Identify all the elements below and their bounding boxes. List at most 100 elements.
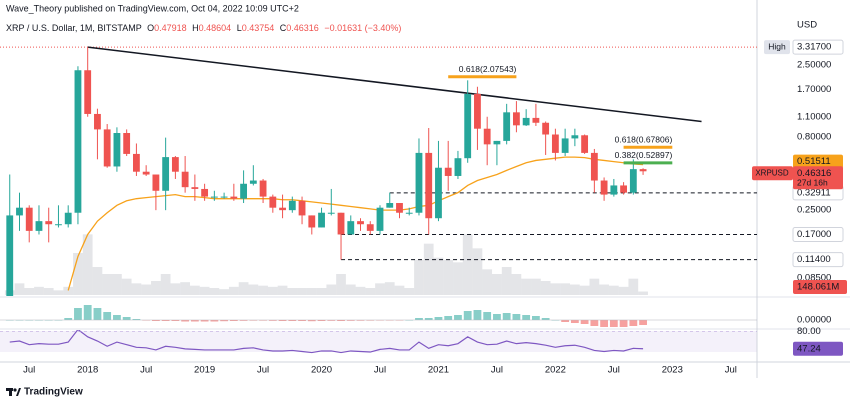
x-tick-label: 2022: [545, 365, 566, 376]
last-price-label: 0.46316: [797, 168, 831, 179]
volume-bar: [306, 288, 317, 295]
volume-bar: [316, 288, 327, 295]
volume-bar: [365, 288, 376, 295]
x-tick-label: Jul: [257, 365, 269, 376]
candle-body: [74, 70, 82, 213]
candle-body: [357, 221, 364, 225]
macd-bar: [454, 315, 462, 320]
candle-body: [45, 221, 53, 225]
x-tick-label: Jul: [374, 365, 386, 376]
x-tick-label: 2020: [311, 365, 332, 376]
volume-bar: [141, 284, 152, 295]
volume-bar: [423, 243, 434, 295]
volume-bar: [228, 286, 239, 295]
volume-bar: [170, 283, 181, 295]
candle-body: [152, 174, 160, 191]
candle-body: [259, 180, 267, 197]
volume-bar: [608, 285, 619, 295]
candle-body: [288, 200, 296, 211]
rsi-tick-label: 80.00: [797, 326, 821, 337]
volume-bar: [121, 278, 132, 295]
trendline: [87, 46, 702, 123]
volume-bar: [579, 285, 590, 295]
macd-bar: [229, 320, 238, 321]
volume-bar: [24, 288, 35, 295]
fib-label: 0.618(2.07543): [459, 64, 517, 74]
macd-bar: [570, 320, 579, 323]
ohlc-prefix: H: [192, 23, 199, 33]
x-tick-label: 2019: [194, 365, 215, 376]
candle-body: [347, 221, 355, 235]
volume-bar: [63, 286, 74, 295]
volume-bar: [131, 283, 142, 295]
candle-body: [181, 171, 189, 188]
candle-body: [55, 224, 62, 226]
macd-bar: [444, 316, 453, 320]
macd-bar: [561, 320, 570, 322]
candle-body: [210, 196, 218, 198]
macd-bar: [639, 320, 647, 325]
volume-bar: [404, 288, 415, 295]
macd-bar: [132, 319, 141, 320]
volume-bar: [492, 274, 502, 295]
candle-body: [522, 117, 530, 126]
candle-body: [493, 140, 501, 145]
macd-bar: [210, 320, 219, 322]
candle-body: [425, 152, 433, 219]
x-tick-label: Jul: [140, 365, 152, 376]
macd-bar: [590, 320, 599, 326]
macd-bar: [278, 320, 287, 321]
volume-bar: [560, 283, 570, 295]
candle-body: [133, 153, 140, 172]
candle-body: [94, 113, 101, 130]
ma-price-box: [793, 154, 843, 169]
candle-body: [308, 215, 316, 228]
macd-bar: [522, 315, 531, 320]
candle-body: [620, 185, 627, 193]
volume-bar: [462, 234, 473, 295]
volume-bar: [102, 274, 113, 295]
volume-bar: [375, 283, 385, 295]
candle-body: [6, 215, 14, 296]
macd-bar: [103, 312, 112, 320]
candle-body: [298, 200, 306, 216]
candle-body: [279, 207, 286, 211]
currency-label: USD: [797, 20, 817, 31]
volume-bar: [73, 253, 83, 295]
macd-bar: [609, 320, 618, 327]
ohlc-value: 0.43754: [242, 23, 275, 33]
candle-body: [561, 138, 569, 153]
volume-bar: [433, 257, 444, 295]
ohlc-value: 0.46316: [286, 23, 319, 33]
macd-bar: [161, 320, 170, 321]
macd-bar: [239, 320, 248, 321]
candle-body: [171, 157, 179, 172]
volume-bar: [453, 262, 463, 295]
candle-body: [532, 117, 540, 123]
layer: [0, 330, 757, 354]
volume-last-label: 148.061M: [797, 282, 839, 293]
macd-bar: [83, 305, 92, 320]
candle-body: [483, 128, 491, 145]
volume-bar: [82, 234, 93, 295]
macd-bar: [307, 320, 316, 322]
x-tick-label: Jul: [608, 365, 620, 376]
candle-body: [571, 135, 579, 139]
candle-body: [464, 93, 472, 159]
layer: [0, 305, 757, 327]
rsi-last-label: 47.24: [797, 343, 821, 354]
ohlc-prefix: L: [237, 23, 242, 33]
candle-body: [366, 224, 374, 231]
candle-body: [551, 134, 559, 153]
volume-bar: [199, 286, 210, 295]
macd-bar: [152, 320, 160, 321]
rsi-line: [9, 330, 644, 354]
level-price-label: 0.32911: [797, 187, 831, 198]
volume-bar: [336, 274, 346, 295]
volume-bar: [267, 286, 278, 295]
x-tick-label: 2018: [77, 365, 98, 376]
macd-bar: [580, 320, 589, 324]
volume-bar: [258, 285, 268, 295]
y-tick-label: 2.50000: [797, 60, 831, 71]
candle-body: [454, 158, 462, 176]
